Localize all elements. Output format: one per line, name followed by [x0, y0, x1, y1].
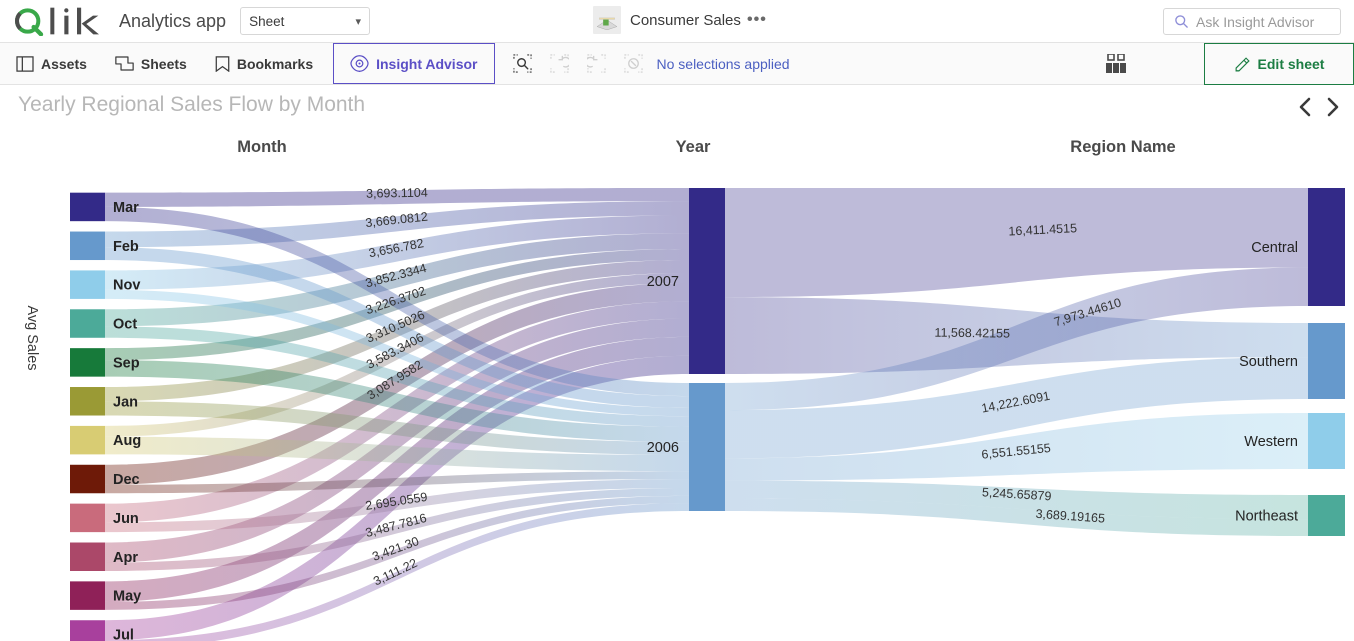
svg-text:Oct: Oct: [113, 317, 137, 333]
svg-text:2006: 2006: [647, 440, 679, 456]
svg-text:Sep: Sep: [113, 355, 140, 371]
svg-text:Jun: Jun: [113, 511, 139, 527]
svg-text:Dec: Dec: [113, 472, 140, 488]
svg-text:Jan: Jan: [113, 394, 138, 410]
svg-text:11,568.42155: 11,568.42155: [934, 326, 1010, 341]
svg-text:Apr: Apr: [113, 550, 138, 566]
svg-text:Jul: Jul: [113, 627, 134, 641]
svg-text:3,693.1104: 3,693.1104: [366, 186, 428, 201]
svg-text:Northeast: Northeast: [1235, 509, 1298, 525]
svg-text:Western: Western: [1244, 434, 1298, 450]
svg-text:2007: 2007: [647, 274, 679, 290]
svg-text:Aug: Aug: [113, 433, 141, 449]
svg-text:Southern: Southern: [1239, 354, 1298, 370]
svg-text:Nov: Nov: [113, 278, 140, 294]
svg-text:May: May: [113, 589, 141, 605]
svg-text:Mar: Mar: [113, 200, 139, 216]
svg-text:Feb: Feb: [113, 239, 139, 255]
svg-text:Central: Central: [1251, 240, 1298, 256]
